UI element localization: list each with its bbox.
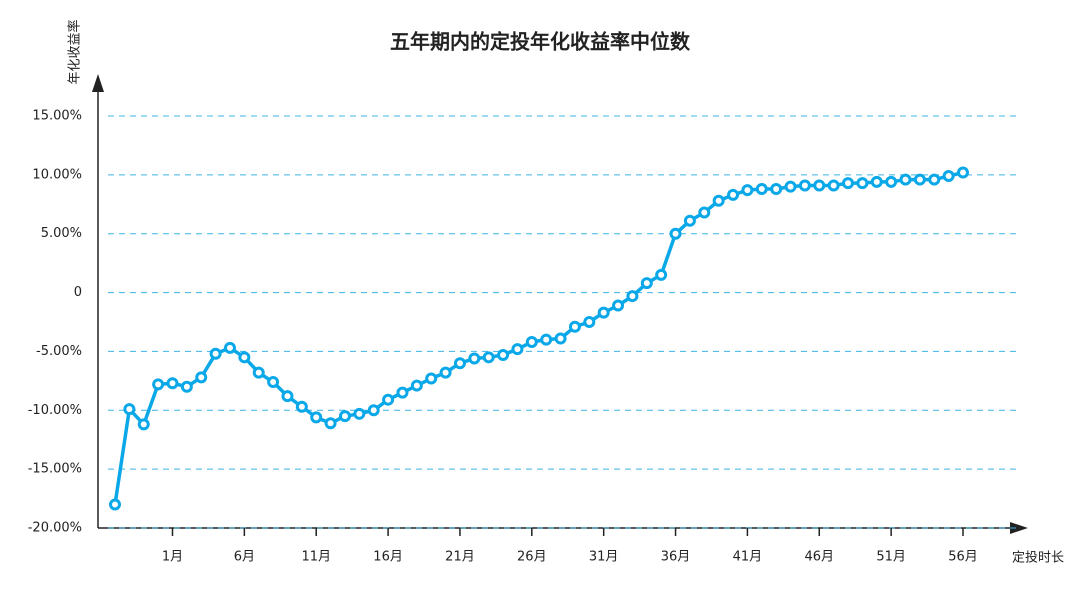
- y-tick-label: -5.00%: [36, 344, 82, 359]
- marker: [497, 348, 510, 361]
- y-tick-label: -15.00%: [28, 462, 82, 477]
- marker: [612, 299, 625, 312]
- y-axis-arrow: [92, 74, 104, 92]
- marker: [238, 351, 251, 364]
- y-tick-label: 10.00%: [32, 167, 82, 182]
- marker: [137, 418, 150, 431]
- marker: [899, 173, 912, 186]
- marker: [166, 377, 179, 390]
- marker: [295, 400, 308, 413]
- y-tick-label: 5.00%: [41, 226, 82, 241]
- x-tick-label: 11月: [301, 550, 331, 565]
- marker: [439, 366, 452, 379]
- marker: [583, 316, 596, 328]
- marker: [870, 175, 883, 188]
- x-tick-label: 56月: [948, 550, 978, 565]
- marker: [123, 403, 136, 416]
- marker: [252, 366, 265, 379]
- line: [113, 170, 964, 505]
- marker: [281, 390, 294, 403]
- marker: [813, 179, 826, 192]
- x-tick-label: 31月: [589, 550, 619, 565]
- x-tick-label: 6月: [234, 550, 255, 565]
- marker: [885, 175, 898, 188]
- marker: [180, 380, 193, 393]
- marker: [525, 336, 538, 349]
- marker: [353, 407, 366, 420]
- x-tick-label: 21月: [445, 550, 475, 565]
- marker: [367, 404, 380, 417]
- marker: [209, 347, 222, 360]
- x-tick-label: 16月: [373, 550, 403, 565]
- x-tick-label: 51月: [876, 550, 906, 565]
- x-tick-label: 41月: [733, 550, 763, 565]
- marker: [453, 357, 466, 370]
- x-tick-label: 26月: [517, 550, 547, 565]
- marker: [698, 206, 711, 219]
- marker: [195, 371, 208, 384]
- marker: [554, 332, 567, 345]
- marker: [913, 173, 926, 186]
- y-tick-label: 0: [74, 285, 82, 300]
- x-tick-label: 46月: [804, 550, 834, 565]
- marker: [267, 376, 280, 389]
- marker: [568, 320, 581, 333]
- x-tick-label: 1月: [162, 550, 183, 565]
- marker: [152, 378, 165, 391]
- marker: [382, 393, 395, 406]
- marker: [597, 306, 610, 319]
- marker: [310, 411, 323, 424]
- marker: [727, 188, 740, 201]
- marker: [223, 341, 236, 354]
- marker: [640, 277, 653, 290]
- marker: [511, 343, 524, 356]
- marker: [410, 379, 423, 392]
- marker: [425, 372, 438, 385]
- marker: [957, 166, 969, 179]
- marker: [683, 214, 696, 227]
- y-tick-label: 15.00%: [32, 109, 82, 124]
- marker: [338, 410, 351, 423]
- marker: [540, 333, 553, 346]
- x-axis-label: 定投时长: [1012, 550, 1064, 566]
- marker: [942, 170, 955, 183]
- marker: [856, 177, 869, 190]
- y-tick-label: -20.00%: [28, 521, 82, 536]
- marker: [626, 290, 639, 303]
- marker: [655, 268, 668, 281]
- y-axis-label: 年化收益率: [67, 19, 83, 84]
- marker: [669, 227, 682, 240]
- marker: [482, 351, 495, 364]
- marker: [468, 352, 481, 365]
- chart-title: 五年期内的定投年化收益率中位数: [390, 30, 691, 54]
- marker: [396, 386, 409, 399]
- marker: [755, 182, 768, 195]
- marker: [827, 179, 840, 192]
- x-axis-arrow: [1010, 522, 1028, 534]
- marker: [770, 182, 783, 195]
- marker: [712, 194, 725, 207]
- x-tick-label: 36月: [661, 550, 691, 565]
- marker: [798, 179, 811, 192]
- marker: [741, 184, 754, 197]
- marker: [109, 498, 121, 511]
- marker: [928, 173, 941, 186]
- marker: [324, 417, 337, 430]
- y-tick-label: -10.00%: [28, 403, 82, 418]
- marker: [842, 177, 855, 190]
- marker: [784, 180, 797, 193]
